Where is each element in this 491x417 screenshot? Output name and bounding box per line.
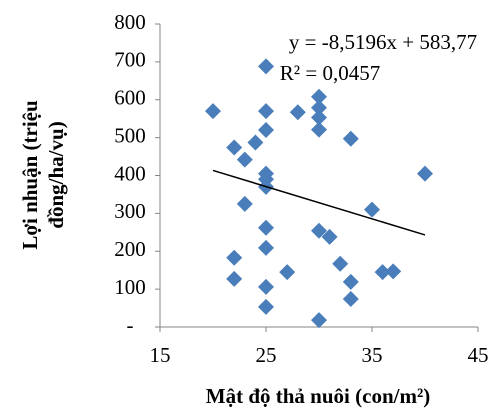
point	[311, 312, 327, 329]
x-tick-label: 15	[150, 343, 171, 367]
point	[417, 165, 433, 182]
point	[364, 201, 380, 218]
point	[226, 270, 243, 287]
y-tick-label: -	[127, 313, 134, 337]
point	[311, 109, 327, 126]
point	[311, 88, 327, 105]
point	[258, 278, 274, 295]
y-tick-label: 700	[114, 48, 146, 72]
trendline	[212, 169, 426, 236]
y-axis-label: Lợi nhuận (triệu	[18, 100, 42, 250]
point	[226, 249, 243, 266]
point	[236, 195, 253, 212]
y-tick-label: 500	[114, 123, 146, 147]
point	[247, 134, 264, 151]
point	[342, 290, 359, 307]
equation: y = -8,5196x + 583,77	[289, 30, 477, 54]
point	[258, 103, 274, 120]
point	[258, 219, 274, 236]
point	[311, 121, 327, 138]
x-axis-label: Mật độ thả nuôi (con/m²)	[206, 384, 430, 408]
y-tick-label: 200	[114, 237, 146, 261]
point	[374, 264, 391, 281]
point	[279, 264, 296, 281]
point	[226, 139, 243, 156]
point	[321, 228, 338, 245]
r-squared: R² = 0,0457	[280, 61, 380, 85]
point	[311, 99, 327, 116]
point	[289, 104, 306, 121]
point	[236, 151, 253, 168]
point	[311, 222, 327, 239]
y-axis-label: đồng/ha/vụ)	[44, 121, 68, 228]
y-tick-label: 800	[114, 10, 146, 34]
point	[332, 255, 349, 272]
y-tick-label: 400	[114, 161, 146, 185]
x-tick-label: 35	[362, 343, 383, 367]
y-tick-label: 300	[114, 199, 146, 223]
point	[258, 122, 274, 139]
point	[385, 263, 402, 280]
point	[258, 239, 274, 256]
point	[342, 130, 359, 147]
x-tick-label: 25	[256, 343, 277, 367]
point	[342, 273, 359, 290]
point	[205, 103, 221, 120]
y-tick-label: 100	[114, 275, 146, 299]
y-tick-label: 600	[114, 86, 146, 110]
point	[258, 58, 274, 75]
point	[258, 298, 274, 315]
x-tick-label: 45	[468, 343, 489, 367]
